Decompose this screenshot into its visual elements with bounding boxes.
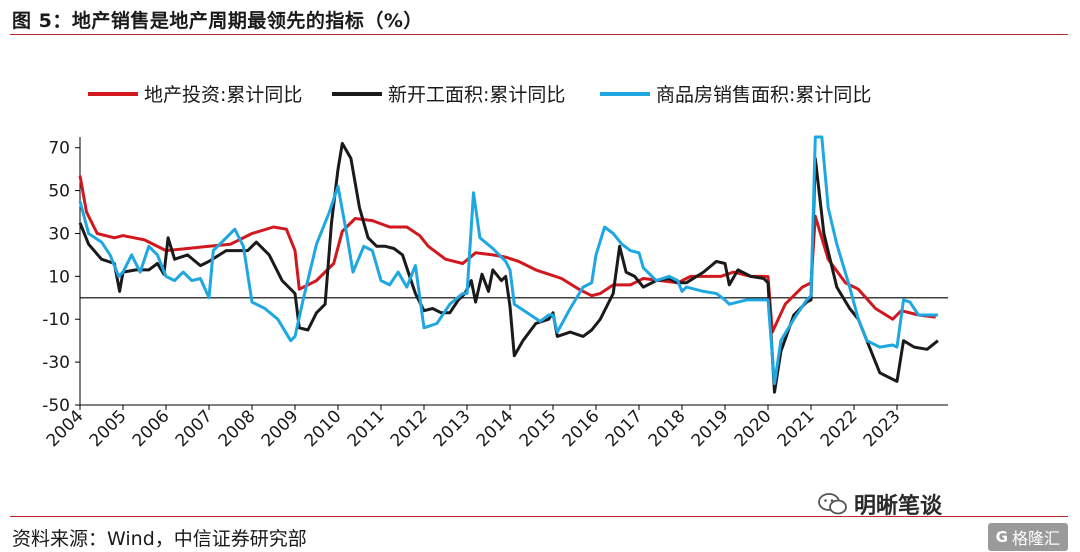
x-tick-label: 2006	[129, 406, 174, 451]
x-tick-label: 2011	[344, 406, 389, 451]
y-tick-label: 50	[48, 182, 70, 202]
series-line-2	[78, 141, 939, 394]
x-tick-label: 2023	[860, 406, 905, 451]
footer-rule	[10, 516, 1068, 517]
x-tick-label: 2010	[301, 406, 346, 451]
y-tick-label: -50	[42, 396, 70, 416]
x-tick-label: 2022	[817, 406, 862, 451]
watermark-text: 明晰笔谈	[853, 494, 942, 519]
x-tick-label: 2018	[645, 406, 690, 451]
x-tick-label: 2016	[559, 406, 604, 451]
x-tick-label: 2019	[688, 406, 733, 451]
x-tick-label: 2017	[602, 406, 647, 451]
legend: 地产投资:累计同比 新开工面积:累计同比 商品房销售面积:累计同比	[88, 84, 871, 106]
series-line-1	[78, 175, 936, 334]
chart: 地产投资:累计同比 新开工面积:累计同比 商品房销售面积:累计同比 70 50 30 10…	[42, 84, 948, 451]
brand-badge: G 格隆汇	[987, 523, 1068, 551]
legend-label-3: 商品房销售面积:累计同比	[656, 84, 871, 106]
x-tick-label: 2007	[172, 406, 217, 451]
title-rule	[10, 34, 1068, 35]
series-line-3	[78, 135, 938, 386]
y-tick-label: 10	[48, 267, 70, 287]
y-tick-label: -10	[42, 310, 70, 330]
x-tick-label: 2014	[473, 406, 518, 451]
x-tick-label: 2009	[258, 406, 303, 451]
x-tick-label: 2012	[387, 406, 432, 451]
y-tick-label: 70	[48, 139, 70, 159]
x-tick-label: 2020	[731, 406, 776, 451]
x-tick-label: 2015	[516, 406, 561, 451]
watermark: 明晰笔谈	[818, 488, 942, 520]
x-tick-label: 2008	[215, 406, 260, 451]
wechat-icon	[818, 493, 847, 515]
brand-name: 格隆汇	[1011, 529, 1060, 548]
series-lines	[78, 135, 939, 394]
y-tick-label: 30	[48, 224, 70, 244]
source-note: 资料来源：Wind，中信证券研究部	[12, 528, 307, 550]
legend-label-2: 新开工面积:累计同比	[388, 84, 565, 106]
legend-label-1: 地产投资:累计同比	[144, 84, 302, 106]
x-tick-label: 2013	[430, 406, 475, 451]
x-tick-label: 2005	[86, 406, 131, 451]
brand-logo-icon: G	[995, 528, 1008, 546]
y-tick-label: -30	[42, 353, 70, 373]
figure-title: 图 5：地产销售是地产周期最领先的指标（%）	[12, 10, 423, 32]
x-tick-label: 2021	[774, 406, 819, 451]
